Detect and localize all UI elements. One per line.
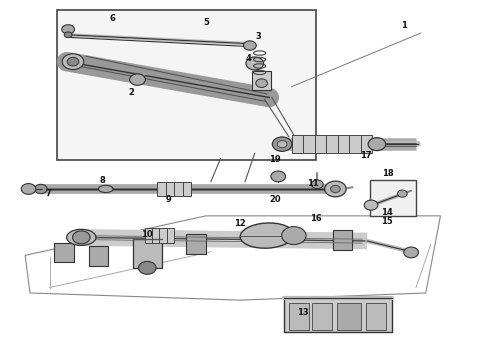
- Polygon shape: [167, 228, 174, 243]
- Polygon shape: [315, 135, 326, 153]
- Bar: [369, 180, 416, 216]
- Circle shape: [34, 184, 47, 194]
- Circle shape: [331, 185, 340, 193]
- Text: 3: 3: [255, 32, 261, 41]
- Bar: [89, 246, 108, 266]
- Polygon shape: [159, 228, 167, 243]
- Circle shape: [282, 226, 306, 244]
- Polygon shape: [338, 135, 349, 153]
- Polygon shape: [157, 182, 166, 196]
- Text: 18: 18: [382, 169, 393, 178]
- Ellipse shape: [98, 185, 113, 193]
- Polygon shape: [326, 135, 338, 153]
- Circle shape: [325, 181, 346, 197]
- Bar: [333, 230, 352, 250]
- Bar: [366, 303, 386, 330]
- Polygon shape: [174, 182, 183, 196]
- Polygon shape: [349, 135, 361, 153]
- Circle shape: [130, 74, 146, 85]
- Text: 8: 8: [99, 176, 105, 185]
- Text: 6: 6: [109, 14, 115, 23]
- Bar: [186, 234, 206, 253]
- Text: 12: 12: [234, 219, 246, 228]
- Bar: [337, 303, 361, 330]
- Circle shape: [246, 57, 264, 70]
- Bar: [252, 71, 271, 90]
- Bar: [54, 243, 74, 262]
- Text: 16: 16: [310, 214, 322, 223]
- Circle shape: [368, 138, 386, 150]
- Text: 5: 5: [203, 18, 209, 27]
- Circle shape: [312, 180, 323, 189]
- Bar: [289, 303, 309, 330]
- Bar: [313, 303, 332, 330]
- Text: 13: 13: [297, 308, 309, 317]
- Polygon shape: [145, 228, 152, 243]
- Circle shape: [62, 25, 74, 34]
- Polygon shape: [152, 228, 159, 243]
- Circle shape: [272, 137, 292, 151]
- Circle shape: [404, 247, 418, 258]
- Polygon shape: [166, 182, 174, 196]
- Text: 15: 15: [381, 217, 392, 226]
- Text: 10: 10: [142, 230, 153, 239]
- Circle shape: [73, 231, 90, 244]
- Circle shape: [256, 79, 268, 87]
- Text: 7: 7: [46, 189, 51, 198]
- Bar: [57, 10, 316, 160]
- Text: 11: 11: [307, 179, 318, 188]
- Circle shape: [271, 171, 286, 182]
- Circle shape: [397, 190, 407, 197]
- Text: 19: 19: [270, 155, 281, 164]
- Text: 1: 1: [401, 21, 407, 30]
- Circle shape: [139, 261, 156, 274]
- Ellipse shape: [67, 229, 96, 246]
- Circle shape: [364, 200, 378, 210]
- Text: 17: 17: [360, 151, 372, 160]
- Polygon shape: [292, 135, 303, 153]
- Circle shape: [62, 54, 84, 69]
- Polygon shape: [183, 182, 191, 196]
- Text: 2: 2: [129, 87, 135, 96]
- Text: 4: 4: [245, 54, 251, 63]
- Polygon shape: [303, 135, 315, 153]
- Bar: [133, 239, 162, 268]
- Text: 9: 9: [166, 195, 171, 204]
- Polygon shape: [361, 135, 372, 153]
- Text: 14: 14: [381, 208, 392, 217]
- Ellipse shape: [240, 223, 294, 248]
- Bar: [284, 298, 392, 332]
- Circle shape: [64, 32, 72, 38]
- Circle shape: [244, 41, 256, 50]
- Circle shape: [21, 184, 36, 194]
- Circle shape: [277, 140, 287, 148]
- Text: 20: 20: [270, 195, 281, 204]
- Circle shape: [67, 57, 79, 66]
